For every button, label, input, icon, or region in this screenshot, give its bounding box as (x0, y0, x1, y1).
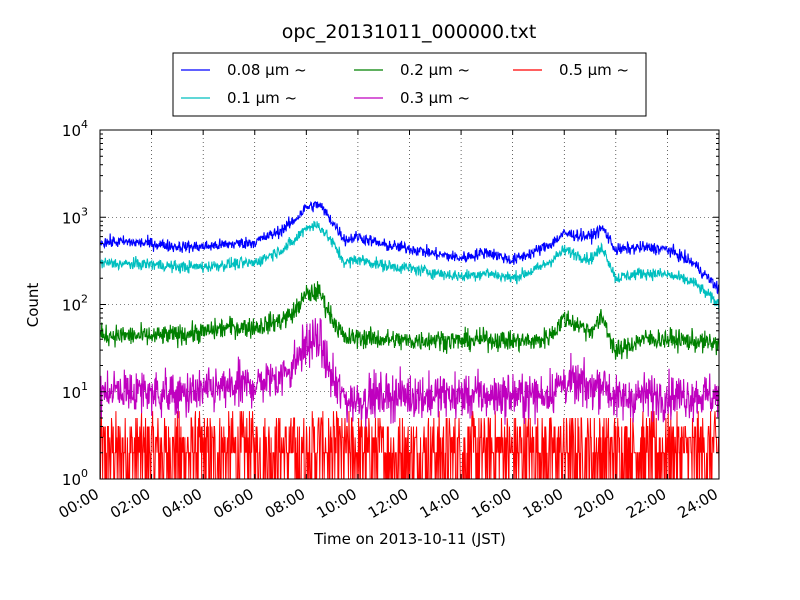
y-tick-base: 10 (62, 297, 81, 315)
legend-frame (172, 52, 647, 117)
y-tick-label: 101 (62, 380, 88, 402)
legend-label: 0.2 μm ~ (400, 61, 470, 79)
y-axis-label: Count (24, 283, 42, 328)
y-tick-exponent: 1 (81, 380, 88, 393)
legend-label: 0.08 μm ~ (227, 61, 307, 79)
y-tick-label: 100 (62, 467, 88, 489)
y-tick-label: 103 (62, 205, 88, 227)
y-tick-label: 102 (62, 293, 88, 315)
legend-label: 0.5 μm ~ (559, 61, 629, 79)
series-layer (100, 201, 719, 479)
y-tick-base: 10 (62, 122, 81, 140)
y-tick-label: 104 (62, 118, 88, 140)
y-tick-exponent: 3 (81, 205, 88, 218)
series-line (100, 411, 719, 479)
y-tick-base: 10 (62, 384, 81, 402)
y-tick-exponent: 0 (81, 467, 88, 480)
y-tick-base: 10 (62, 471, 81, 489)
y-tick-exponent: 2 (81, 293, 88, 306)
y-tick-exponent: 4 (81, 118, 88, 131)
series-line (100, 201, 719, 295)
legend: 0.08 μm ~ 0.1 μm ~ 0.2 μm ~ 0.3 μm ~ 0.5 μm … (172, 52, 647, 117)
series-line (100, 281, 719, 360)
series-line (100, 220, 719, 313)
chart-title: opc_20131011_000000.txt (282, 21, 537, 43)
series-line (100, 318, 719, 428)
legend-label: 0.3 μm ~ (400, 89, 470, 107)
legend-label: 0.1 μm ~ (227, 89, 297, 107)
y-tick-base: 10 (62, 209, 81, 227)
x-axis-label: Time on 2013-10-11 (JST) (313, 530, 506, 548)
